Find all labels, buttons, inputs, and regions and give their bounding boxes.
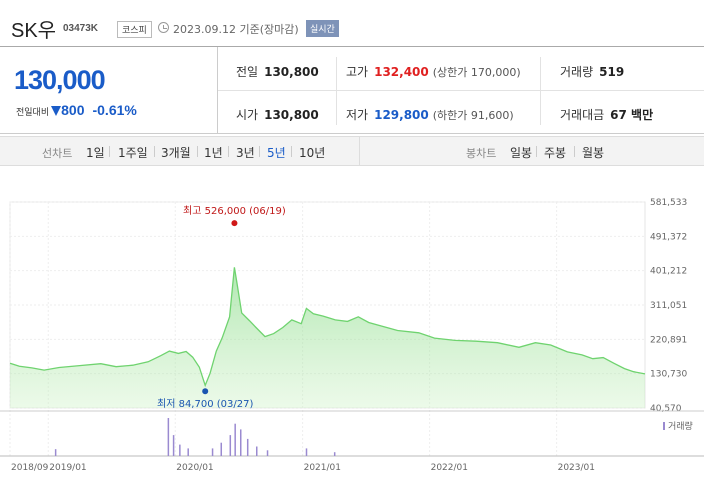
day-high: 고가 132,400 (상한가 170,000) <box>346 65 521 79</box>
volume-bar <box>234 423 236 456</box>
y-tick-label: 220,891 <box>650 335 687 345</box>
y-tick-label: 401,212 <box>650 267 687 277</box>
volume-bar <box>246 438 249 456</box>
volume-bar <box>179 444 181 456</box>
max-annotation: 최고 526,000 (06/19) <box>183 205 286 217</box>
tab-1y[interactable]: 1년 <box>204 146 223 160</box>
col-divider <box>336 57 337 125</box>
x-tick-label: 2023/01 <box>558 463 595 473</box>
y-tick-label: 311,051 <box>650 301 687 311</box>
x-tick-label: 2019/01 <box>49 463 86 473</box>
tab-divider <box>197 146 198 157</box>
x-tick-label: 2022/01 <box>431 463 468 473</box>
price-line <box>9 267 646 388</box>
volume-bar <box>229 435 232 456</box>
tab-1d[interactable]: 1일 <box>86 146 105 160</box>
price-area <box>10 267 645 408</box>
base-date: 2023.09.12 기준(장마감) <box>173 23 299 36</box>
y-tick-label: 491,372 <box>650 232 687 242</box>
volume-legend-label: 거래량 <box>668 420 693 432</box>
volume-bar <box>167 418 170 456</box>
price-summary: 130,000 전일대비 800 -0.61% 전일 130,800 고가 132,40… <box>0 46 704 134</box>
tab-monthly[interactable]: 월봉 <box>582 146 605 160</box>
clock-icon <box>158 22 169 33</box>
tab-divider <box>228 146 229 157</box>
volume-bar <box>305 448 308 456</box>
volume: 거래량 519 <box>560 65 625 79</box>
current-price: 130,000 <box>14 65 106 95</box>
volume-bar <box>172 435 175 456</box>
tab-3m[interactable]: 3개월 <box>161 146 191 160</box>
volume-bar <box>266 450 269 456</box>
quote-details: 전일 130,800 고가 132,400 (상한가 170,000) 거래량 519 … <box>218 47 704 134</box>
volume-bar <box>255 446 258 456</box>
x-tick-label: 2020/01 <box>176 463 213 473</box>
volume-bar <box>211 448 214 456</box>
stock-name: SK우 <box>11 20 57 42</box>
x-tick-label: 2018/09 <box>11 463 49 473</box>
tab-weekly[interactable]: 주봉 <box>544 146 567 160</box>
y-tick-label: 581,533 <box>650 198 687 208</box>
tab-10y[interactable]: 10년 <box>299 146 326 160</box>
trade-amount: 거래대금 67 백만 <box>560 108 654 122</box>
diff-rate: -0.61% <box>92 102 137 118</box>
tab-3y[interactable]: 3년 <box>236 146 255 160</box>
prev-close: 전일 130,800 <box>236 65 319 79</box>
open-price: 시가 130,800 <box>236 108 319 122</box>
realtime-button[interactable]: 실시간 <box>306 20 339 37</box>
diff-label: 전일대비 <box>16 108 50 118</box>
tab-5y[interactable]: 5년 <box>267 146 286 160</box>
price-change: 전일대비 800 -0.61% <box>16 102 137 118</box>
row-divider <box>218 90 704 91</box>
volume-bar <box>239 429 242 456</box>
tab-divider <box>109 146 110 157</box>
down-arrow-icon <box>51 106 62 116</box>
tab-divider <box>574 146 575 157</box>
line-chart-label: 선차트 <box>42 147 73 160</box>
min-marker <box>202 388 209 395</box>
tab-divider <box>291 146 292 157</box>
bar-divider <box>359 137 360 166</box>
y-tick-label: 40,570 <box>650 404 682 414</box>
candle-chart-label: 봉차트 <box>466 147 497 160</box>
price-chart: 581,533 491,372 401,212 311,051 220,891 130,7… <box>0 198 704 473</box>
stock-header: SK우 03473K 코스피 2023.09.12 기준(장마감) 실시간 <box>0 0 704 44</box>
volume-bar <box>54 449 57 456</box>
volume-bar <box>220 442 223 456</box>
min-annotation: 최저 84,700 (03/27) <box>157 398 253 410</box>
volume-bar <box>333 452 336 456</box>
volume-legend-swatch <box>663 422 665 430</box>
x-tick-label: 2021/01 <box>304 463 341 473</box>
y-tick-label: 130,730 <box>650 370 687 380</box>
day-low: 저가 129,800 (하한가 91,600) <box>346 108 514 122</box>
tab-divider <box>536 146 537 157</box>
diff-value: 800 <box>61 102 85 118</box>
volume-bar <box>187 448 189 456</box>
tab-1w[interactable]: 1주일 <box>118 146 148 160</box>
chart-period-bar: 선차트 1일 1주일 3개월 1년 3년 5년 10년 봉차트 일봉 주봉 월봉 <box>0 136 704 166</box>
tab-divider <box>154 146 155 157</box>
tab-daily[interactable]: 일봉 <box>510 146 533 160</box>
max-marker <box>231 220 238 227</box>
market-badge: 코스피 <box>117 21 152 38</box>
current-price-box: 130,000 전일대비 800 -0.61% <box>0 47 218 134</box>
tab-divider <box>259 146 260 157</box>
col-divider <box>540 57 541 125</box>
stock-code: 03473K <box>63 23 99 34</box>
